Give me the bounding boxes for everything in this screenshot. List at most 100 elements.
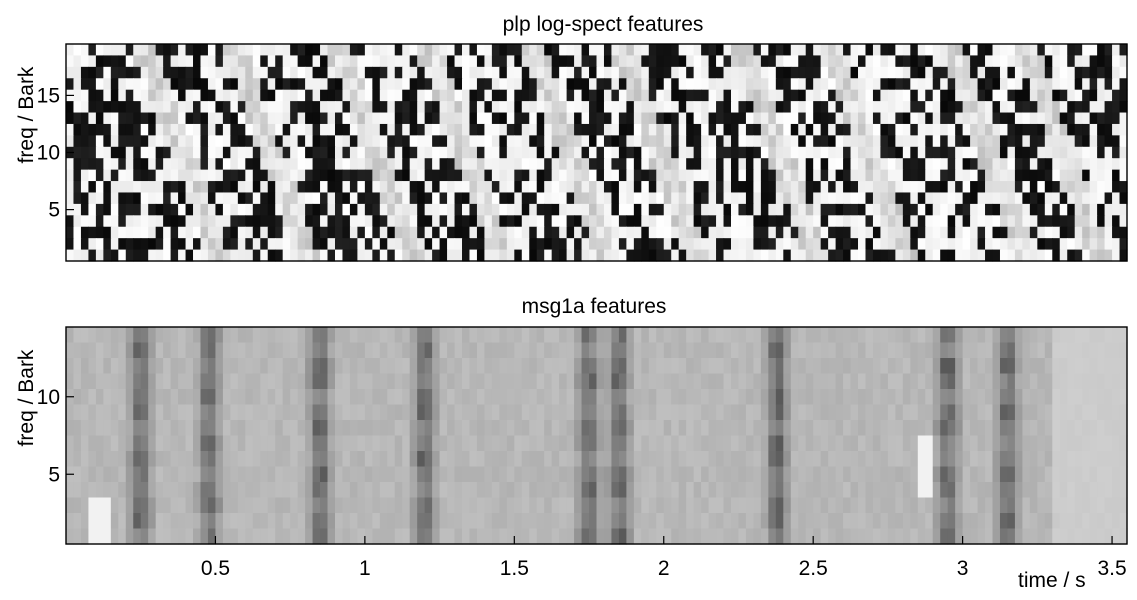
heatmap-cell (133, 135, 142, 148)
heatmap-cell (305, 181, 314, 194)
heatmap-cell (708, 249, 717, 262)
heatmap-cell (1089, 466, 1098, 483)
heatmap-cell (282, 435, 291, 452)
heatmap-cell (947, 101, 956, 114)
heatmap-cell (66, 482, 75, 499)
heatmap-cell (66, 238, 75, 251)
heatmap-cell (626, 44, 635, 57)
heatmap-cell (663, 389, 672, 406)
heatmap-cell (215, 373, 224, 390)
heatmap-cell (290, 158, 299, 171)
heatmap-cell (880, 435, 889, 452)
heatmap-cell (1007, 513, 1016, 530)
heatmap-cell (955, 123, 964, 136)
heatmap-cell (387, 203, 396, 216)
heatmap-cell (708, 497, 717, 514)
heatmap-cell (1104, 327, 1113, 344)
heatmap-cell (656, 203, 665, 216)
heatmap-cell (1082, 44, 1091, 57)
heatmap-cell (1104, 101, 1113, 114)
heatmap-cell (103, 404, 112, 421)
heatmap-cell (222, 466, 231, 483)
heatmap-cell (349, 358, 358, 375)
heatmap-cell (200, 112, 209, 125)
heatmap-cell (282, 123, 291, 136)
heatmap-cell (1089, 226, 1098, 239)
heatmap-cell (962, 169, 971, 182)
heatmap-cell (760, 451, 769, 468)
heatmap-cell (215, 451, 224, 468)
heatmap-cell (215, 482, 224, 499)
heatmap-cell (887, 342, 896, 359)
heatmap-cell (1052, 482, 1061, 499)
heatmap-cell (633, 192, 642, 205)
heatmap-cell (887, 89, 896, 102)
heatmap-cell (1112, 215, 1121, 228)
heatmap-cell (357, 513, 366, 530)
heatmap-cell (813, 528, 822, 545)
heatmap-cell (409, 55, 418, 68)
heatmap-cell (1037, 497, 1046, 514)
heatmap-cell (708, 158, 717, 171)
heatmap-cell (977, 389, 986, 406)
heatmap-cell (1007, 101, 1016, 114)
heatmap-cell (1052, 389, 1061, 406)
heatmap-cell (334, 420, 344, 437)
heatmap-cell (738, 123, 747, 136)
heatmap-cell (566, 373, 575, 390)
heatmap-cell (439, 89, 448, 102)
heatmap-cell (133, 451, 142, 468)
heatmap-cell (1037, 528, 1046, 545)
heatmap-cell (559, 203, 568, 216)
heatmap-cell (858, 146, 867, 159)
heatmap-cell (813, 482, 822, 499)
heatmap-cell (760, 342, 769, 359)
heatmap-cell (551, 482, 560, 499)
heatmap-cell (925, 169, 934, 182)
heatmap-cell (902, 358, 911, 375)
heatmap-cell (783, 203, 792, 216)
heatmap-cell (1119, 435, 1128, 452)
heatmap-cell (798, 215, 807, 228)
heatmap-cell (1029, 420, 1038, 437)
heatmap-cell (813, 123, 822, 136)
heatmap-cell (790, 203, 799, 216)
heatmap-cell (955, 181, 964, 194)
heatmap-cell (798, 146, 807, 159)
heatmap-cell (850, 215, 859, 228)
heatmap-cell (1044, 101, 1053, 114)
heatmap-cell (1112, 226, 1121, 239)
heatmap-cell (506, 482, 515, 499)
heatmap-cell (603, 482, 613, 499)
heatmap-cell (1059, 158, 1068, 171)
heatmap-cell (686, 215, 695, 228)
heatmap-cell (118, 55, 127, 68)
heatmap-cell (267, 497, 276, 514)
heatmap-cell (125, 215, 134, 228)
heatmap-cell (738, 66, 747, 79)
heatmap-cell (745, 497, 755, 514)
heatmap-cell (409, 169, 418, 182)
heatmap-cell (267, 181, 276, 194)
heatmap-cell (193, 78, 202, 91)
heatmap-cell (529, 203, 538, 216)
heatmap-cell (902, 420, 911, 437)
heatmap-cell (947, 420, 956, 437)
heatmap-cell (1097, 55, 1106, 68)
heatmap-cell (1089, 112, 1098, 125)
heatmap-cell (1037, 101, 1046, 114)
heatmap-cell (544, 482, 553, 499)
heatmap-cell (1104, 435, 1113, 452)
heatmap-cell (140, 482, 149, 499)
heatmap-cell (1037, 55, 1046, 68)
heatmap-cell (245, 66, 254, 79)
heatmap-cell (693, 420, 702, 437)
heatmap-cell (813, 342, 822, 359)
heatmap-cell (379, 215, 388, 228)
heatmap-cell (275, 342, 284, 359)
heatmap-cell (327, 373, 336, 390)
heatmap-cell (275, 482, 284, 499)
heatmap-cell (320, 78, 329, 91)
heatmap-cell (432, 373, 441, 390)
heatmap-cell (775, 327, 784, 344)
